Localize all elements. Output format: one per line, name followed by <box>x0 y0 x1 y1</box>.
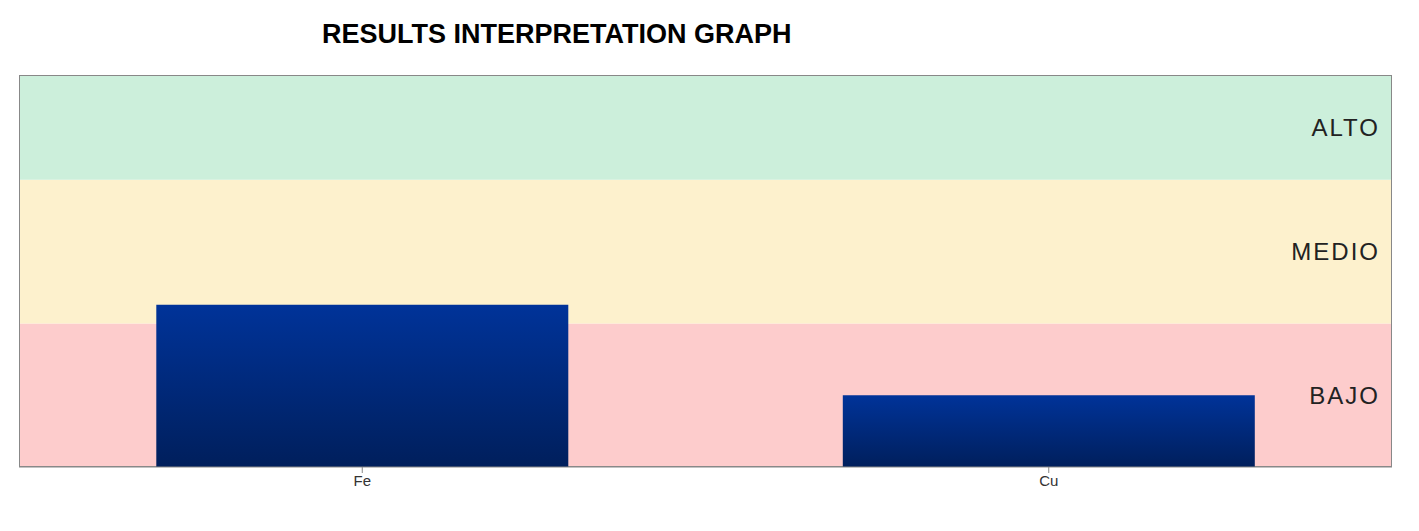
svg-text:Cu: Cu <box>1039 472 1058 489</box>
svg-text:ALTO: ALTO <box>1312 114 1380 141</box>
svg-text:MEDIO: MEDIO <box>1291 238 1380 265</box>
html-text:RESULTS INTERPRETATION GRAPH: RESULTS INTERPRETATION GRAPH <box>322 19 792 49</box>
svg-text:BAJO: BAJO <box>1309 382 1380 409</box>
svg-text:Fe: Fe <box>353 472 371 489</box>
